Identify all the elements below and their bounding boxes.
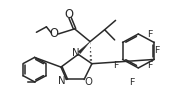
Text: O: O bbox=[84, 77, 92, 87]
Text: F: F bbox=[113, 61, 118, 70]
Text: F: F bbox=[147, 61, 153, 70]
Polygon shape bbox=[78, 42, 90, 54]
Text: F: F bbox=[147, 30, 153, 39]
Text: O: O bbox=[50, 27, 59, 40]
Text: F: F bbox=[129, 78, 135, 87]
Text: N: N bbox=[58, 76, 66, 86]
Text: O: O bbox=[65, 8, 74, 21]
Text: N: N bbox=[72, 48, 80, 58]
Text: F: F bbox=[154, 46, 159, 55]
